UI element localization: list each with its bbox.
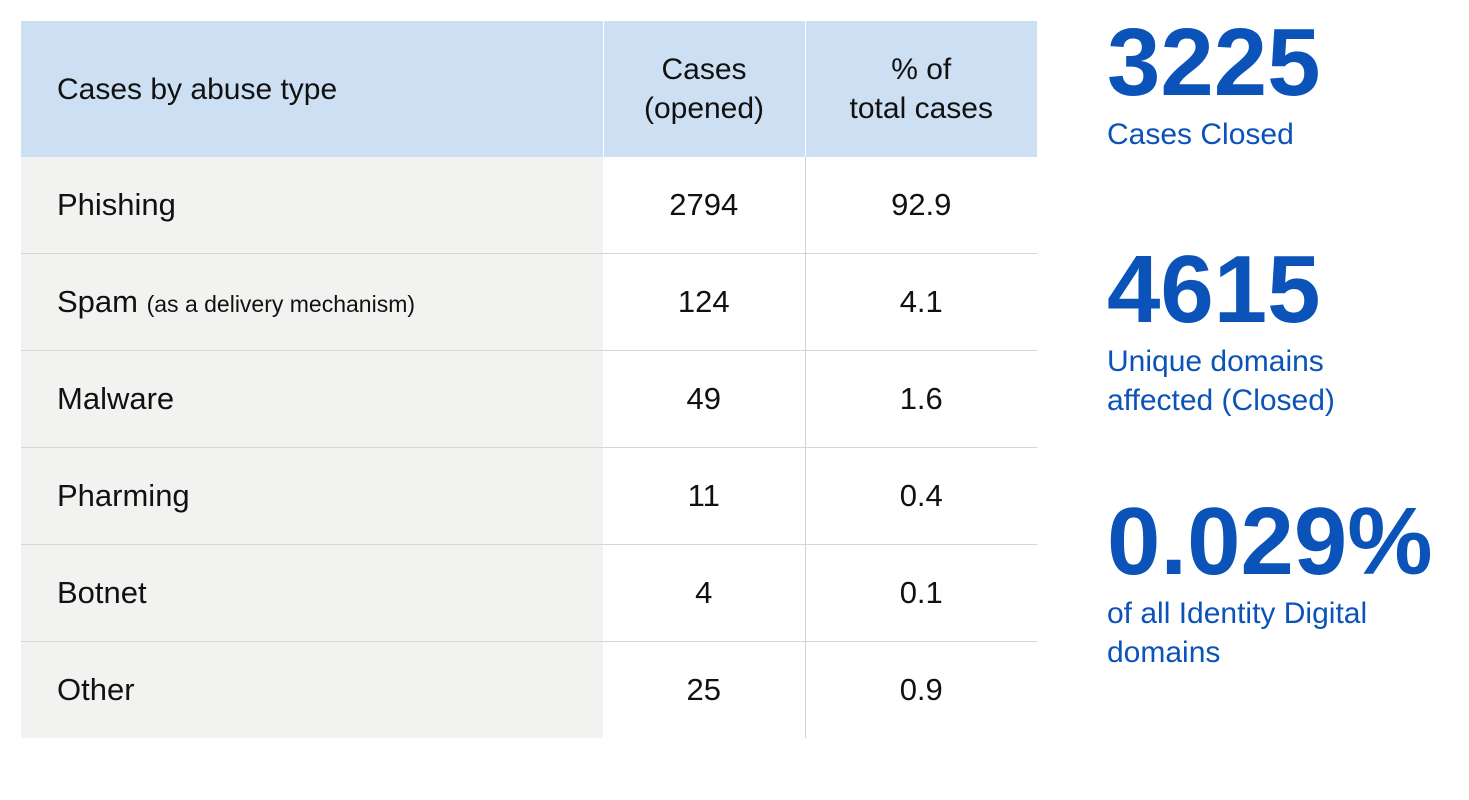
- stat-value: 4615: [1107, 236, 1321, 343]
- stat-label-line2: domains: [1107, 636, 1221, 669]
- row-percent: 4.1: [804, 253, 1037, 351]
- row-type-label: Malware: [57, 381, 175, 416]
- header-row: Cases by abuse type Cases (opened) % of …: [21, 21, 1037, 157]
- row-type-label: Phishing: [57, 187, 176, 222]
- row-percent: 1.6: [804, 350, 1037, 448]
- row-type: Pharming: [21, 447, 603, 545]
- stat-label-line1: Unique domains: [1107, 345, 1324, 378]
- row-type: Phishing: [21, 157, 603, 254]
- row-type: Spam (as a delivery mechanism): [21, 253, 603, 351]
- row-cases: 25: [603, 641, 805, 738]
- row-percent: 0.1: [804, 544, 1037, 642]
- row-cases: 124: [603, 253, 805, 351]
- stat-label: of all Identity Digital domains: [1107, 594, 1469, 672]
- row-cases: 2794: [603, 157, 805, 254]
- stat-cases-closed: 3225 Cases Closed: [1107, 15, 1469, 154]
- table-row-pharming: Pharming 11 0.4: [21, 447, 1037, 545]
- row-percent: 0.4: [804, 447, 1037, 545]
- header-cases-line1: Cases: [661, 53, 747, 86]
- stat-value: 3225: [1107, 9, 1321, 116]
- stat-label-line1: of all Identity Digital: [1107, 597, 1368, 630]
- row-percent: 92.9: [804, 157, 1037, 254]
- row-type-label: Pharming: [57, 478, 190, 513]
- header-percent-line2: total cases: [849, 92, 993, 125]
- stat-domain-share: 0.029% of all Identity Digital domains: [1107, 494, 1469, 672]
- row-type-label: Other: [57, 672, 135, 707]
- table-row-malware: Malware 49 1.6: [21, 350, 1037, 448]
- header-percent-line1: % of: [891, 53, 952, 86]
- stat-label: Unique domains affected (Closed): [1107, 342, 1469, 420]
- stat-value: 0.029%: [1107, 488, 1433, 595]
- abuse-cases-table: Cases by abuse type Cases (opened) % of …: [21, 21, 1037, 738]
- header-percent-total: % of total cases: [804, 21, 1037, 157]
- stat-label: Cases Closed: [1107, 118, 1294, 151]
- table-row-other: Other 25 0.9: [21, 641, 1037, 738]
- stat-label-line2: affected (Closed): [1107, 384, 1335, 417]
- table-row-spam: Spam (as a delivery mechanism) 124 4.1: [21, 253, 1037, 351]
- row-type: Botnet: [21, 544, 603, 642]
- row-type-label: Spam: [57, 284, 138, 319]
- table-body: Phishing 2794 92.9 Spam (as a delivery m…: [21, 157, 1037, 738]
- header-abuse-type: Cases by abuse type: [21, 21, 603, 157]
- row-type: Other: [21, 641, 603, 738]
- row-percent: 0.9: [804, 641, 1037, 738]
- header-cases-line2: (opened): [643, 92, 765, 125]
- header-cases-opened: Cases (opened): [602, 21, 805, 157]
- row-type-note: (as a delivery mechanism): [146, 291, 416, 317]
- row-type: Malware: [21, 350, 603, 448]
- table-row-botnet: Botnet 4 0.1: [21, 544, 1037, 642]
- table-row-phishing: Phishing 2794 92.9: [21, 157, 1037, 254]
- row-type-label: Botnet: [57, 575, 147, 610]
- row-cases: 4: [603, 544, 805, 642]
- stat-unique-domains: 4615 Unique domains affected (Closed): [1107, 242, 1469, 420]
- row-cases: 49: [603, 350, 805, 448]
- table-header: Cases by abuse type Cases (opened) % of …: [21, 21, 1037, 157]
- row-cases: 11: [603, 447, 805, 545]
